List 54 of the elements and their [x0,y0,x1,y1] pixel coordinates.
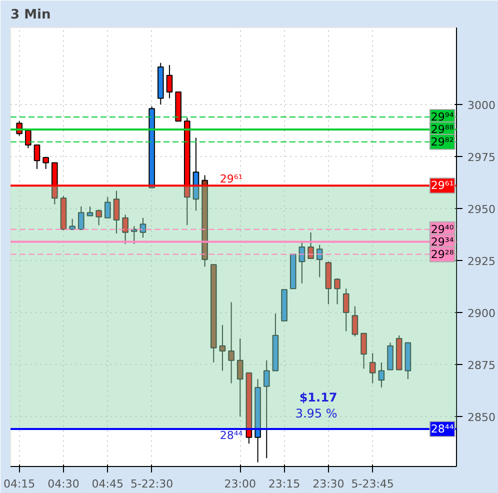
chart-title: 3 Min [10,8,51,22]
ref-line-label: 28⁴⁴ [430,422,454,436]
ref-line-label: 29⁹⁴ [430,110,454,124]
candlestick [122,214,128,244]
candlestick [42,157,49,170]
x-tick-label: 04:30 [48,478,80,490]
candlestick [378,362,385,388]
x-tick-label: 04:15 [3,478,36,490]
candlestick [360,332,367,370]
ref-line-label: 29⁸⁸ [430,122,454,136]
candlestick [342,288,350,332]
annotation: $1.17 [299,390,338,404]
candlestick [113,190,120,234]
x-tick-label: 5-22:30 [130,478,174,490]
y-tick-label: 2850 [468,411,496,424]
y-tick-label: 2975 [468,150,496,164]
y-tick-label: 2900 [468,307,496,320]
candlestick [352,306,358,337]
candlestick [219,324,226,372]
candlestick [78,206,84,230]
x-tick-label: 23:30 [312,478,344,490]
candlestick [298,241,306,284]
candlestick [334,278,340,305]
candlestick [69,218,76,230]
ref-line-label: 29³⁴ [430,235,454,248]
ref-line-label: 29⁴⁰ [430,222,454,236]
candlestick [236,338,244,418]
candlestick [104,196,111,218]
candlestick [140,217,146,238]
x-tick-label: 23:00 [224,478,256,490]
candlestick [166,64,173,99]
candlestick [387,342,394,370]
candlestick [34,144,40,170]
y-tick-label: 2875 [468,359,496,372]
y-tick-label: 3000 [468,98,496,112]
candlestick [25,130,32,149]
x-tick-label: 04:45 [92,478,124,490]
ref-line-label: 29²⁸ [430,248,454,261]
annotation: 28⁴⁴ [220,429,244,442]
candlestick [263,360,270,459]
ref-line-label: 29⁸² [430,135,454,148]
y-tick-label: 2950 [468,203,496,216]
candlestick [96,209,102,226]
candlestick [86,206,94,216]
y-tick-label: 2925 [468,255,496,268]
candlestick [316,244,323,278]
candlestick [308,232,314,259]
x-tick-label: 23:15 [268,478,300,490]
candlestick [369,352,376,384]
annotation: 3.95 % [295,406,338,420]
ref-line-label: 29⁶¹ [430,179,454,192]
candlestick [228,302,234,384]
annotation: 29⁶¹ [220,172,243,186]
x-tick-label: 5-23:45 [351,478,394,490]
